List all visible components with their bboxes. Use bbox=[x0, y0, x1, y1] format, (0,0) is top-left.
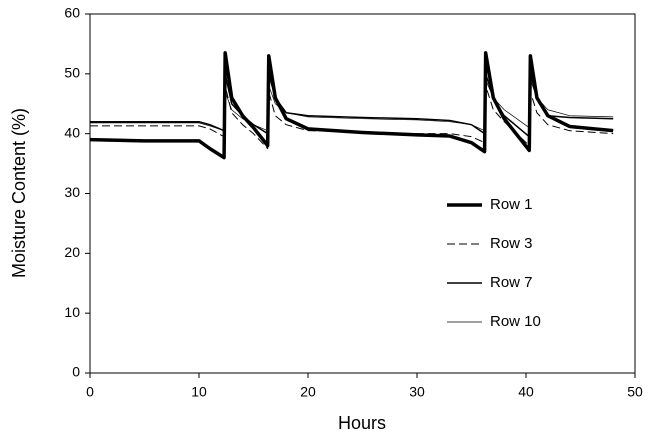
series-line bbox=[90, 79, 614, 132]
legend-label: Row 10 bbox=[490, 313, 541, 330]
x-tick-label: 10 bbox=[191, 384, 207, 400]
x-tick-label: 50 bbox=[627, 384, 643, 400]
legend-label: Row 7 bbox=[490, 274, 533, 291]
legend-label: Row 3 bbox=[490, 235, 533, 252]
legend-label: Row 1 bbox=[490, 196, 533, 213]
y-tick-label: 50 bbox=[64, 65, 80, 81]
y-tick-label: 40 bbox=[64, 124, 80, 140]
y-tick-label: 60 bbox=[64, 5, 80, 21]
plot-frame bbox=[89, 13, 636, 374]
y-tick-label: 10 bbox=[64, 304, 80, 320]
x-axis-title: Hours bbox=[338, 413, 386, 433]
x-tick-label: 40 bbox=[518, 384, 534, 400]
x-tick-label: 20 bbox=[300, 384, 316, 400]
y-tick-label: 30 bbox=[64, 184, 80, 200]
y-axis-title: Moisture Content (%) bbox=[9, 108, 29, 278]
x-tick-label: 30 bbox=[409, 384, 425, 400]
y-tick-label: 0 bbox=[72, 364, 80, 380]
y-tick-label: 20 bbox=[64, 244, 80, 260]
x-tick-label: 0 bbox=[86, 384, 94, 400]
